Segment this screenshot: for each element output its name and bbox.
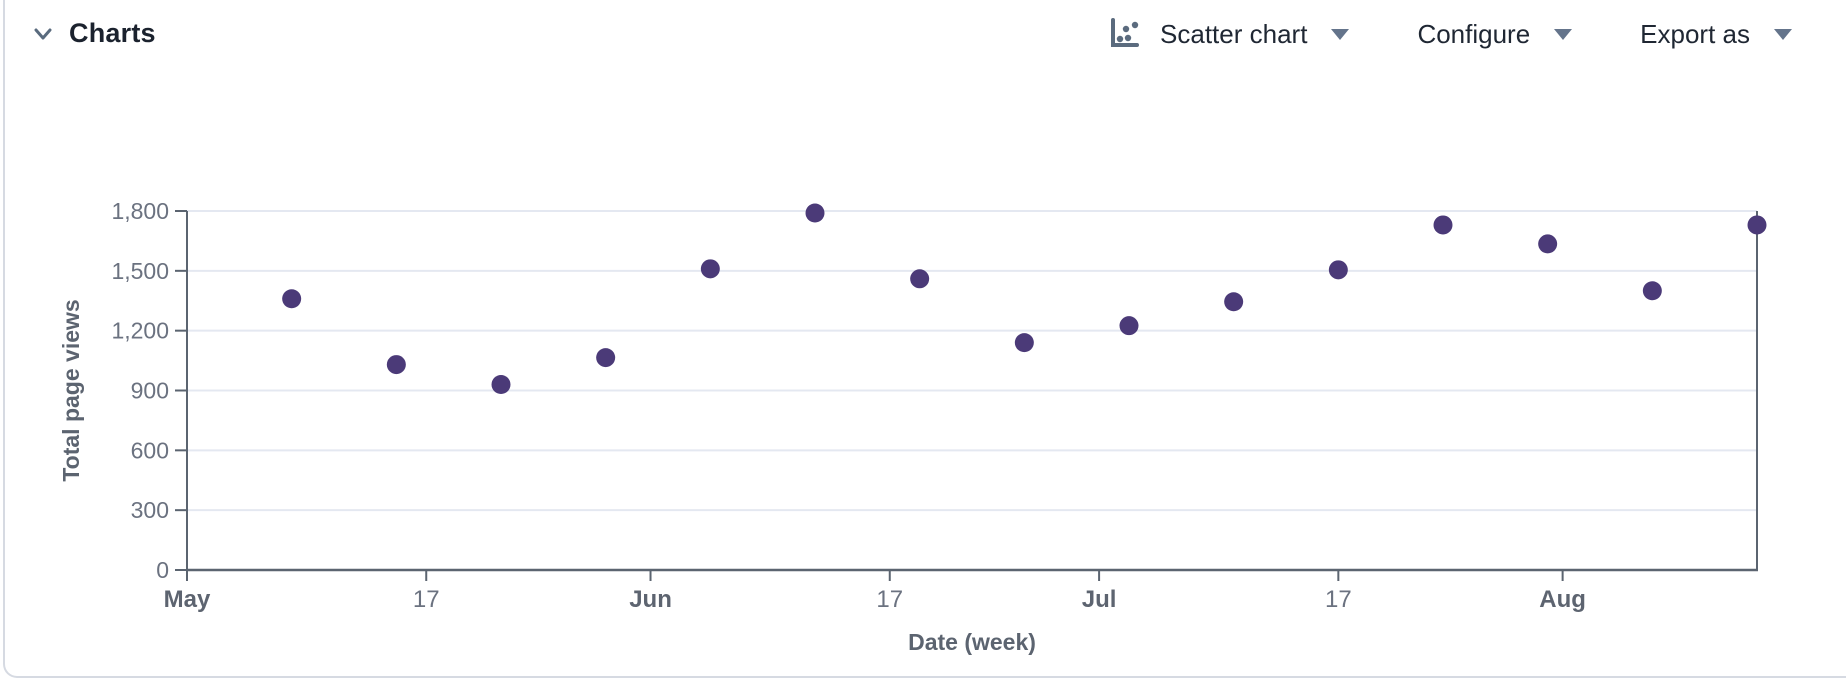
export-label: Export as	[1640, 18, 1750, 49]
configure-dropdown[interactable]: Configure	[1415, 15, 1574, 54]
data-point[interactable]	[1538, 234, 1558, 254]
x-tick-label: Jul	[1082, 586, 1117, 613]
caret-down-icon	[1554, 28, 1573, 40]
charts-panel: 0 300 600 900 1,200 1,500 1,800 May 17 Jun 17 Jul 1…	[3, 0, 1846, 678]
y-axis-title: Total page views	[58, 299, 84, 481]
scatter-plot: 0 300 600 900 1,200 1,500 1,800 May 17 Jun 17 Jul 1…	[58, 198, 1767, 655]
scatter-chart-icon	[1106, 16, 1142, 52]
data-point[interactable]	[1014, 333, 1034, 353]
data-point[interactable]	[282, 289, 302, 309]
data-point[interactable]	[805, 203, 825, 223]
data-point[interactable]	[1433, 215, 1453, 235]
x-tick-label: 17	[876, 586, 903, 613]
data-point[interactable]	[1224, 292, 1244, 312]
panel-title: Charts	[69, 18, 156, 48]
data-point[interactable]	[596, 348, 616, 368]
x-tick-label: Jun	[629, 586, 672, 613]
x-tick-label: 17	[413, 586, 440, 613]
y-tick-label: 1,800	[111, 198, 169, 224]
data-point[interactable]	[1328, 260, 1348, 280]
y-tick-label: 600	[131, 437, 169, 463]
data-point[interactable]	[700, 259, 720, 279]
data-point[interactable]	[910, 269, 930, 289]
y-tick-label: 300	[131, 497, 169, 523]
panel-title-group: Charts	[31, 18, 156, 49]
x-tick-label: Aug	[1539, 586, 1586, 613]
caret-down-icon	[1331, 28, 1350, 40]
x-tick-label: 17	[1325, 586, 1352, 613]
data-point[interactable]	[491, 375, 511, 395]
caret-down-icon	[1774, 28, 1792, 40]
chart-type-label: Scatter chart	[1160, 18, 1308, 49]
y-tick-label: 1,500	[111, 258, 169, 284]
y-tick-label: 1,200	[111, 318, 169, 344]
panel-header: Charts Scatter chart Configure	[5, 0, 1846, 68]
y-tick-label: 900	[131, 378, 169, 404]
configure-label: Configure	[1417, 18, 1531, 49]
y-tick-label: 0	[156, 557, 169, 583]
data-point[interactable]	[1747, 215, 1767, 235]
data-point[interactable]	[1642, 281, 1662, 301]
x-tick-label: May	[164, 586, 211, 613]
chart-controls: Scatter chart Configure Export as	[1104, 12, 1794, 56]
collapse-chevron-icon[interactable]	[31, 22, 55, 46]
x-axis-title: Date (week)	[908, 629, 1036, 655]
export-dropdown[interactable]: Export as	[1638, 15, 1794, 54]
data-point[interactable]	[1119, 316, 1139, 336]
data-point[interactable]	[386, 355, 406, 375]
chart-type-dropdown[interactable]: Scatter chart	[1104, 12, 1351, 56]
